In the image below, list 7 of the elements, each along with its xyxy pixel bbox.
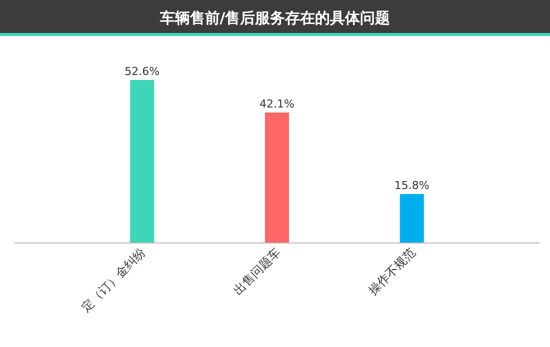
x-tick-label: 操作不规范: [366, 245, 418, 298]
data-label: 42.1%: [260, 98, 294, 111]
data-label: 52.6%: [124, 65, 160, 78]
x-tick-label: 出售问题车: [230, 245, 284, 298]
x-tick-label: 定（订）金纠纷: [78, 245, 148, 315]
data-label: 15.8%: [394, 179, 430, 192]
chart-title: 车辆售前/售后服务存在的具体问题: [158, 9, 390, 27]
